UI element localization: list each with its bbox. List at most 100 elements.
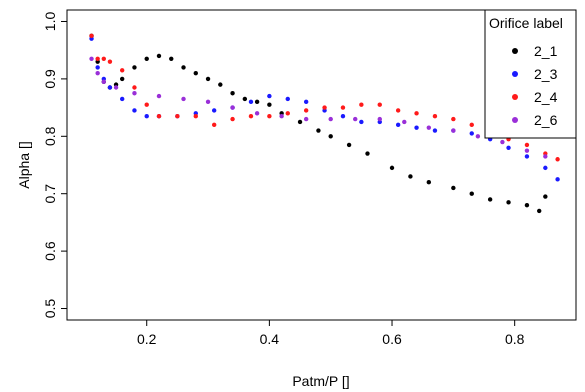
data-point [487, 197, 493, 202]
data-point [89, 33, 94, 39]
data-point [475, 134, 481, 139]
x-tick-label: 0.2 [137, 331, 157, 347]
data-point [451, 185, 456, 191]
x-tick-label: 0.8 [505, 331, 525, 347]
data-point [230, 116, 235, 122]
data-point [469, 191, 474, 196]
data-point [359, 119, 364, 125]
data-point [389, 165, 395, 171]
data-point [119, 76, 125, 82]
y-tick-label: 0.5 [42, 299, 58, 319]
data-point [211, 122, 217, 128]
data-point [95, 56, 100, 61]
data-point [218, 82, 223, 87]
data-point [132, 91, 137, 96]
data-point [279, 114, 284, 119]
data-point [524, 142, 530, 148]
data-point [205, 76, 211, 82]
data-point [230, 105, 235, 110]
data-point [119, 68, 125, 73]
data-point [248, 114, 254, 119]
data-point [524, 154, 530, 159]
data-point [254, 111, 260, 116]
data-point [193, 114, 198, 119]
data-point [156, 93, 162, 99]
data-point [402, 119, 407, 125]
legend-label: 2_6 [534, 112, 558, 128]
data-point [395, 122, 401, 128]
series-2_6 [89, 56, 548, 159]
y-axis-title: Alpha [] [16, 141, 32, 188]
data-point [303, 99, 309, 105]
data-point [107, 85, 113, 90]
data-point [285, 111, 290, 116]
data-point [506, 145, 511, 150]
data-point [230, 91, 235, 96]
series-2_1 [89, 33, 548, 214]
data-point [316, 128, 321, 133]
data-point [359, 102, 364, 107]
data-point [395, 108, 401, 113]
x-tick-label: 0.4 [260, 331, 280, 347]
data-point [377, 116, 382, 122]
data-point [414, 125, 419, 130]
data-point [506, 200, 511, 205]
legend-title: Orifice label [489, 15, 563, 31]
data-point [181, 96, 186, 102]
data-point [328, 116, 333, 122]
data-point [132, 108, 137, 113]
data-point [144, 114, 149, 119]
data-point [340, 105, 346, 110]
legend-entries: 2_1 2_3 2_4 2_6 [512, 43, 558, 128]
data-point [524, 202, 530, 208]
data-point [205, 99, 211, 105]
data-point [156, 53, 162, 59]
data-point [113, 85, 119, 90]
data-point [101, 79, 106, 84]
data-point [303, 108, 309, 113]
data-point [328, 134, 333, 139]
data-point [414, 111, 419, 116]
x-axis: 0.2 0.4 0.6 0.8 [137, 320, 525, 347]
legend-marker [512, 71, 518, 77]
y-tick-label: 0.6 [42, 241, 58, 261]
data-point [193, 70, 198, 76]
data-point [267, 93, 272, 99]
data-point [451, 128, 456, 133]
legend-marker [512, 48, 518, 54]
data-point [537, 208, 542, 214]
data-point [132, 85, 137, 90]
data-point [267, 114, 272, 119]
legend-marker [512, 94, 518, 100]
data-point [285, 96, 290, 102]
data-point [469, 122, 474, 128]
y-tick-label: 0.7 [42, 184, 58, 204]
plot-frame [66, 9, 577, 321]
data-point [340, 114, 346, 119]
data-point [242, 96, 248, 102]
data-point [346, 142, 352, 148]
data-point [156, 114, 162, 119]
data-point [297, 119, 303, 125]
data-point [524, 148, 530, 153]
data-point [132, 65, 137, 70]
y-tick-label: 0.8 [42, 126, 58, 146]
data-point [365, 151, 370, 156]
data-point [543, 194, 548, 199]
data-point [267, 102, 272, 107]
data-point [451, 116, 456, 122]
data-point [95, 70, 100, 76]
y-tick-label: 0.9 [42, 69, 58, 89]
x-axis-title: Patm/P [] [292, 373, 349, 389]
data-point [211, 108, 217, 113]
data-point [95, 65, 100, 70]
data-point [169, 56, 174, 61]
data-point [254, 99, 260, 105]
data-point [426, 125, 432, 130]
data-point [144, 56, 149, 61]
data-point [107, 59, 113, 64]
legend-marker [512, 117, 518, 123]
series-2_4 [89, 33, 560, 162]
legend-label: 2_3 [534, 66, 558, 82]
